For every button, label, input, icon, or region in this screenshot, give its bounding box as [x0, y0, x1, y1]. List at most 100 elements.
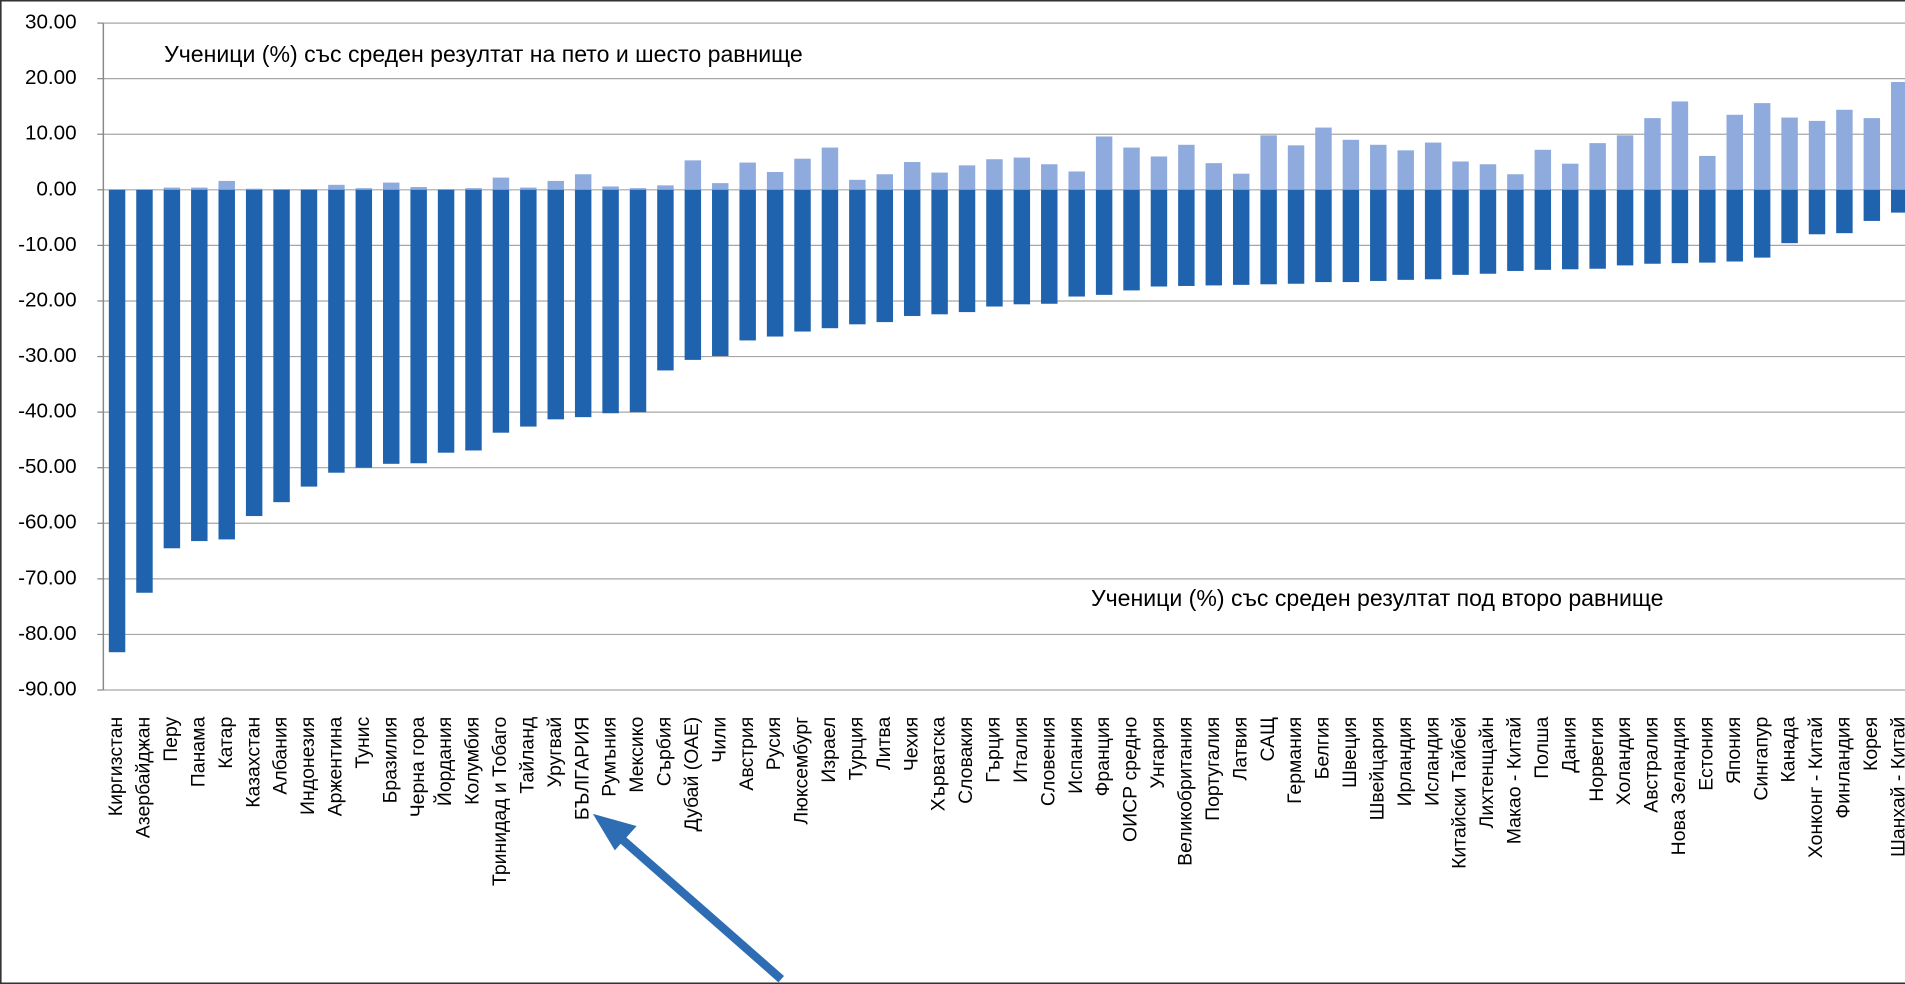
bar — [108, 189, 126, 653]
bar — [410, 187, 427, 190]
bar — [1068, 189, 1085, 297]
x-tick-label: Канада — [1778, 717, 1800, 783]
bar — [1534, 189, 1552, 270]
bar — [766, 172, 784, 190]
x-tick-label: Колумбия — [462, 717, 484, 805]
bar — [1397, 150, 1414, 190]
bar — [1260, 189, 1277, 285]
bar — [245, 189, 263, 517]
bar — [465, 188, 482, 190]
bar — [1616, 189, 1634, 266]
x-tick-label: Унгария — [1147, 717, 1169, 789]
bar — [876, 189, 893, 323]
x-tick-label: БЪЛГАРИЯ — [571, 717, 593, 820]
bar — [1507, 189, 1524, 271]
x-tick-label: Макао - Китай — [1504, 717, 1526, 844]
bar — [1753, 189, 1771, 258]
bar — [1726, 189, 1743, 262]
bar — [191, 189, 208, 542]
bar — [1424, 189, 1442, 280]
bar — [739, 162, 756, 190]
x-tick-label: Китайски Тайбей — [1449, 717, 1471, 869]
bar — [437, 189, 455, 453]
x-tick-label: Шанхай - Китай — [1887, 717, 1905, 857]
annotation: Ученици (%) със среден резултат на пето … — [164, 41, 803, 67]
y-tick-label: 30.00 — [25, 11, 77, 34]
bar — [1589, 189, 1606, 269]
x-tick-label: Великобритания — [1174, 717, 1196, 866]
bar — [218, 189, 235, 540]
bar — [794, 189, 811, 332]
y-tick-label: -90.00 — [18, 677, 77, 700]
bar — [1041, 189, 1058, 304]
x-tick-label: Словения — [1037, 717, 1059, 806]
bar — [1315, 127, 1332, 190]
x-tick-label: Словакия — [955, 717, 977, 804]
bar — [163, 187, 181, 190]
y-tick-label: -30.00 — [18, 344, 77, 367]
bar — [383, 182, 400, 190]
x-tick-label: Германия — [1284, 717, 1306, 804]
y-tick-label: -50.00 — [18, 455, 77, 478]
bar — [1781, 189, 1798, 244]
bar — [1095, 189, 1113, 295]
bar — [163, 189, 181, 549]
bar — [1671, 189, 1689, 264]
bar — [1699, 189, 1716, 263]
x-tick-label: Чили — [708, 717, 730, 763]
x-tick-label: Русия — [763, 717, 785, 771]
x-tick-label: Израел — [818, 717, 840, 783]
bar — [300, 189, 318, 487]
x-tick-label: Лихтенщайн — [1476, 717, 1498, 829]
bar — [1205, 189, 1223, 286]
bar — [1370, 189, 1387, 281]
y-tick-label: -40.00 — [18, 400, 77, 423]
bar — [191, 187, 208, 190]
bar — [136, 189, 153, 593]
bar — [273, 189, 290, 190]
x-tick-label: Азербайджан — [133, 717, 155, 838]
bar — [684, 189, 702, 360]
bar — [1013, 157, 1031, 190]
x-tick-label: Корея — [1860, 717, 1882, 771]
bar — [931, 172, 948, 190]
bar — [1315, 189, 1332, 283]
bar — [1699, 155, 1716, 190]
bar — [273, 189, 290, 503]
bar — [1534, 149, 1552, 190]
bar — [739, 189, 756, 341]
x-tick-label: Турция — [845, 717, 867, 781]
y-tick-label: 20.00 — [25, 66, 77, 89]
x-tick-label: Финландия — [1833, 717, 1855, 819]
bar — [1232, 173, 1250, 190]
bar — [410, 189, 427, 464]
bar — [931, 189, 948, 315]
bar — [1205, 163, 1223, 190]
x-tick-label: Франция — [1092, 717, 1114, 797]
bar — [1342, 139, 1360, 190]
y-tick-label: 10.00 — [25, 122, 77, 145]
bar — [821, 147, 839, 190]
bar — [1041, 164, 1058, 190]
bar — [1753, 103, 1771, 190]
bar — [437, 189, 455, 190]
bar — [1260, 135, 1277, 190]
bar — [300, 189, 318, 190]
x-tick-label: Перу — [160, 716, 182, 761]
bar — [986, 189, 1003, 307]
bars — [108, 81, 1905, 653]
bar — [1562, 163, 1579, 190]
bar — [328, 184, 345, 190]
bar — [1891, 81, 1905, 190]
bar — [1123, 189, 1140, 291]
bar — [1644, 118, 1661, 190]
bar — [1424, 142, 1442, 190]
bar — [547, 189, 564, 420]
x-tick-label: Черна гора — [407, 717, 429, 818]
bar — [1808, 189, 1826, 235]
grid — [97, 22, 1905, 691]
x-tick-label: Япония — [1723, 717, 1745, 784]
bar — [629, 188, 647, 190]
